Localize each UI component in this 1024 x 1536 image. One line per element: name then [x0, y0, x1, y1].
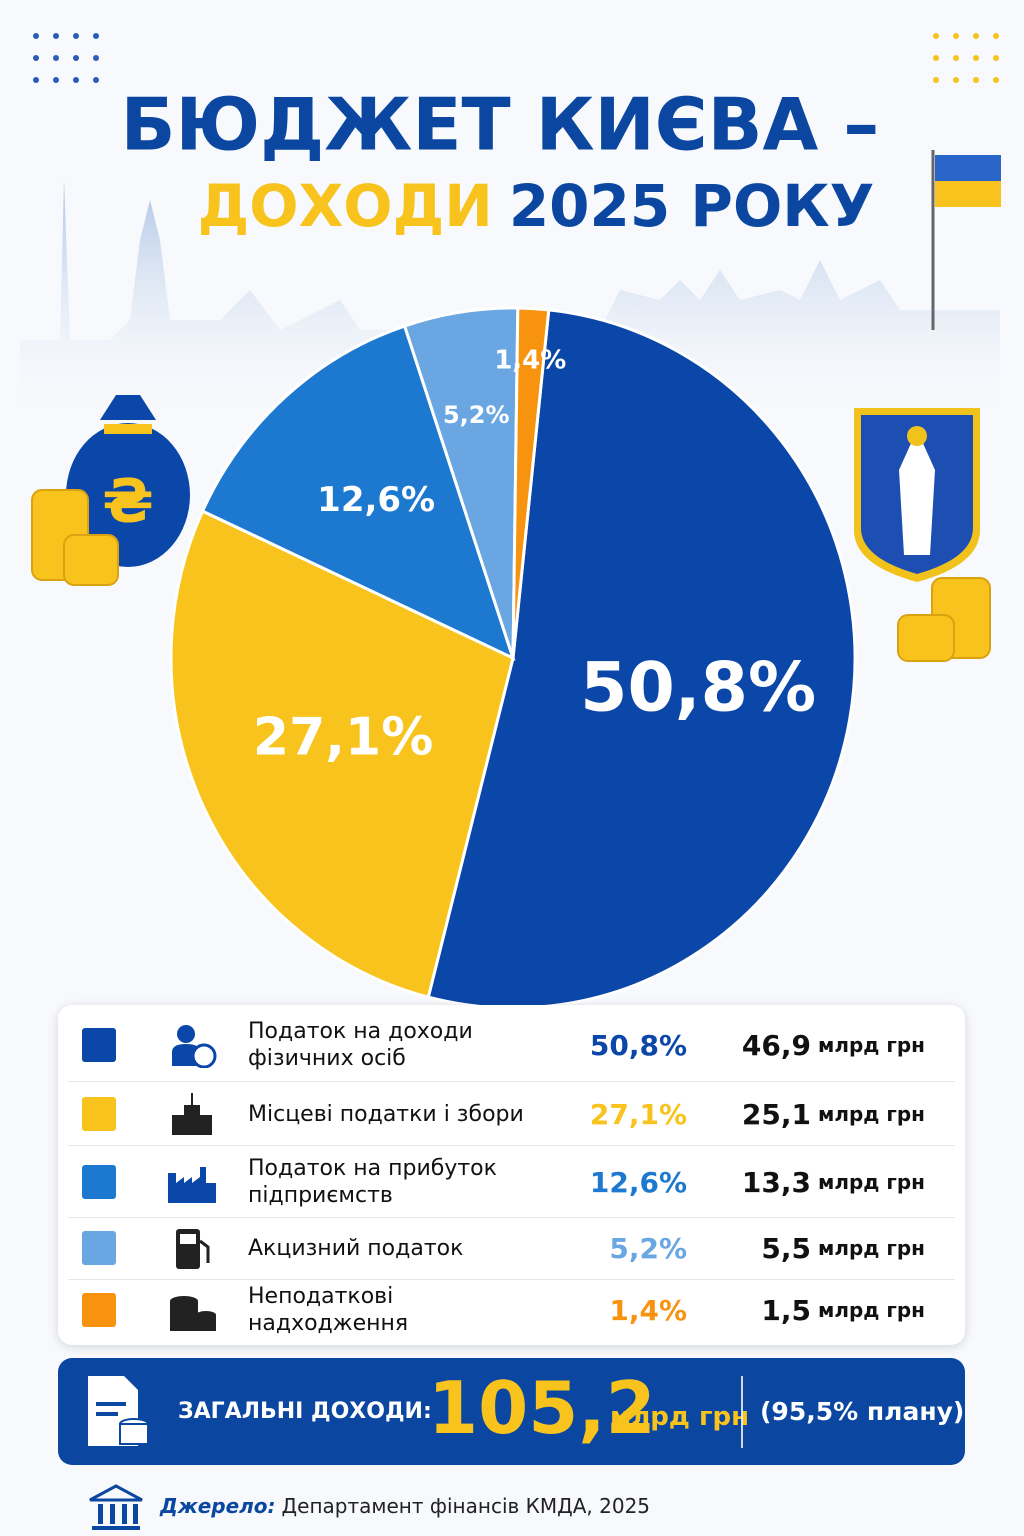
legend-name: Акцизний податок — [248, 1235, 464, 1261]
legend-swatch — [82, 1028, 116, 1062]
pie-slice — [511, 306, 551, 659]
data-label: 1,4% — [494, 346, 566, 376]
legend-row: Неподаткові надходження 1,4% 1,5 млрд грн — [68, 1279, 955, 1341]
data-label: 5,2% — [443, 401, 510, 429]
skyline — [20, 180, 1000, 420]
legend-amount: 13,3 млрд грн — [742, 1147, 925, 1217]
legend-amount: 46,9 млрд грн — [742, 1009, 925, 1081]
legend-amount: 1,5 млрд грн — [761, 1279, 925, 1341]
legend-amount: 5,5 млрд грн — [761, 1217, 925, 1279]
data-label: 12,6% — [317, 480, 435, 520]
svg-text:₴: ₴ — [102, 467, 154, 537]
money-bag: ₴ — [66, 395, 190, 567]
source-label: Джерело: — [160, 1494, 276, 1518]
amount-value: 5,5 — [761, 1231, 811, 1265]
legend-percent: 5,2% — [609, 1231, 687, 1265]
amount-unit: млрд грн — [817, 1236, 925, 1260]
legend-name: Податок на доходи фізичних осіб — [248, 1019, 473, 1071]
data-label: 27,1% — [253, 708, 433, 768]
legend-row: Місцеві податки і збори 27,1% 25,1 млрд грн — [68, 1083, 955, 1146]
legend-percent: 50,8% — [589, 1028, 687, 1062]
amount-value: 13,3 — [741, 1165, 811, 1199]
title-highlight: ДОХОДИ — [198, 172, 493, 240]
legend-name: Податок на прибуток підприємств — [248, 1156, 497, 1208]
total-unit: млрд грн — [610, 1402, 750, 1432]
total-value: 105,2 — [428, 1365, 656, 1450]
amount-unit: млрд грн — [817, 1102, 925, 1126]
decor — [933, 33, 999, 83]
legend-percent: 27,1% — [589, 1097, 687, 1131]
pie-slice — [200, 324, 516, 661]
coins — [31, 489, 991, 662]
legend-icon — [176, 1229, 210, 1269]
data-label: 50,8% — [580, 649, 816, 728]
flag — [935, 155, 1001, 181]
legend-swatch — [82, 1097, 116, 1131]
legend-icon — [172, 1093, 212, 1135]
legend-row: Податок на доходи фізичних осіб 50,8% 46,9… — [68, 1009, 955, 1082]
legend-name: Місцеві податки і збори — [248, 1101, 524, 1127]
legend-row: Податок на прибуток підприємств 12,6% 13,3… — [68, 1147, 955, 1218]
source-icon — [89, 1484, 143, 1530]
pie-slice — [169, 509, 515, 999]
coat-of-arms — [854, 408, 980, 582]
legend-table: Податок на доходи фізичних осіб 50,8% 46,9… — [58, 1005, 965, 1345]
legend-name: Неподаткові надходження — [248, 1284, 409, 1336]
amount-unit: млрд грн — [817, 1170, 925, 1194]
flag — [935, 181, 1001, 207]
document-icon — [88, 1376, 149, 1446]
plan-note: (95,5% плану) — [760, 1397, 965, 1426]
decor — [33, 33, 99, 83]
legend-icon — [170, 1296, 216, 1331]
legend-amount: 25,1 млрд грн — [742, 1083, 925, 1145]
title: ДОХОДИ 2025 РОКУ — [198, 172, 875, 240]
legend-percent: 1,4% — [609, 1293, 687, 1327]
total-bar: ЗАГАЛЬНІ ДОХОДИ: 105,2 млрд грн (95,5% п… — [58, 1358, 965, 1465]
amount-value: 46,9 — [741, 1028, 811, 1062]
legend-swatch — [82, 1293, 116, 1327]
chart: ₴ БЮДЖЕТ КИЄВА – ДОХОДИ 2025 РОКУ 50,8% 27… — [20, 33, 1001, 1010]
total-label: ЗАГАЛЬНІ ДОХОДИ: — [178, 1399, 432, 1424]
amount-value: 1,5 — [761, 1293, 811, 1327]
legend-row: Акцизний податок 5,2% 5,5 млрд грн — [68, 1217, 955, 1280]
legend-percent: 12,6% — [589, 1165, 687, 1199]
pie: 50,8% 27,1% 12,6% 5,2% 1,4% — [169, 306, 857, 1010]
legend-swatch — [82, 1165, 116, 1199]
title: БЮДЖЕТ КИЄВА – — [121, 83, 880, 167]
source-text: Департамент фінансів КМДА, 2025 — [281, 1494, 651, 1518]
amount-unit: млрд грн — [817, 1298, 925, 1322]
source: Джерело: Департамент фінансів КМДА, 2025 — [160, 1494, 650, 1518]
divider — [741, 1376, 743, 1448]
title-rest: 2025 РОКУ — [509, 172, 875, 240]
legend-swatch — [82, 1231, 116, 1265]
legend-icon — [168, 1167, 216, 1203]
amount-unit: млрд грн — [817, 1033, 925, 1057]
pie-slice — [426, 308, 857, 1010]
legend-icon — [172, 1025, 217, 1068]
amount-value: 25,1 — [741, 1097, 811, 1131]
